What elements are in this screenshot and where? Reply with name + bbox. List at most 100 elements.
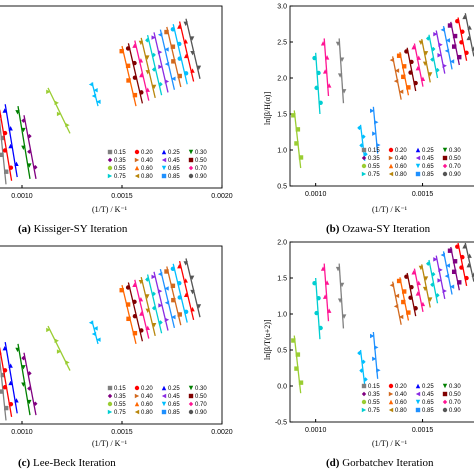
- panel-c-legend-label-0.30: 0.30: [195, 386, 207, 392]
- panel-d-series-0.15-point: [339, 282, 345, 288]
- panel-a-series-0.15-point: [0, 152, 4, 158]
- panel-d-legend-label-0.35: 0.35: [368, 392, 380, 398]
- panel-b-series-0.75-point: [316, 70, 321, 76]
- panel-a-series-0.35-fit: [23, 115, 37, 180]
- panel-b-legend-marker-0.30: [442, 147, 448, 153]
- panel-a-series-0.85-point: [164, 61, 170, 67]
- panel-a-series-0.65-point: [183, 71, 189, 76]
- panel-c-series-0.15-point: [0, 372, 6, 378]
- panel-b-series-0.70-point: [415, 66, 421, 71]
- panel-b-ytick-label: 2.5: [277, 40, 287, 47]
- panel-b-series-0.40-point: [389, 57, 395, 63]
- panel-d-series-0.55-point: [298, 380, 304, 385]
- panel-a-series-0.80-point: [138, 40, 144, 46]
- panel-c-series-0.30-fit: [17, 343, 31, 416]
- panel-b-series-0.85-point: [374, 120, 379, 125]
- panel-b-series-0.75-point: [435, 67, 440, 73]
- panel-a-legend-marker-0.65: [161, 165, 167, 171]
- panel-c-legend-marker-0.70: [188, 401, 194, 407]
- panel-b-legend-marker-0.20: [388, 147, 394, 153]
- panel-c-legend-label-0.40: 0.40: [141, 394, 153, 400]
- panel-d-series-0.65-point: [357, 350, 362, 356]
- panel-c-series-0.50-point: [139, 328, 144, 333]
- panel-b-series-0.90-point: [467, 25, 472, 30]
- panel-c-legend-label-0.45: 0.45: [168, 394, 180, 400]
- panel-c-series-0.90-point: [196, 304, 202, 309]
- panel-d-legend-marker-0.50: [442, 391, 448, 397]
- panel-c-legend-marker-0.35: [107, 393, 113, 399]
- panel-a-legend-marker-0.60: [134, 165, 140, 171]
- panel-b-legend-marker-0.65: [415, 163, 421, 169]
- panel-d-series-0.65-point: [359, 368, 364, 373]
- panel-a-xtick-label: 0.0020: [211, 193, 233, 200]
- panel-a-legend-marker-0.40: [134, 157, 140, 163]
- panel-c-xtick-label: 0.0010: [11, 429, 33, 436]
- panel-b-legend-marker-0.85: [415, 171, 421, 177]
- panel-b-series-0.15-point: [337, 73, 343, 78]
- panel-b-legend-label-0.75: 0.75: [368, 172, 380, 178]
- panel-d-series-0.80-fit: [421, 264, 431, 308]
- panel-c-series-0.20-point: [8, 401, 14, 407]
- panel-d-legend-label-0.15: 0.15: [368, 384, 380, 390]
- panel-a-xtick-label: 0.0015: [111, 193, 133, 200]
- panel-b-ytick-label: 1.0: [277, 148, 287, 155]
- panel-a-series-0.50-point: [139, 90, 144, 95]
- panel-b-series-0.70-point: [420, 76, 426, 81]
- panel-b-series-0.50-point: [409, 59, 414, 65]
- panel-b-series-0.60-point: [396, 53, 402, 58]
- panel-b-series-0.80-fit: [421, 38, 431, 83]
- panel-d-legend-marker-0.40: [388, 391, 394, 397]
- panel-d-series-0.50-point: [413, 306, 418, 311]
- panel-c-series-0.55-point: [46, 327, 51, 333]
- panel-a-series-0.60-point: [125, 63, 131, 69]
- panel-a-series-0.25-point: [14, 161, 19, 166]
- panel-a-series-0.85-point: [164, 47, 169, 52]
- panel-c-legend-label-0.75: 0.75: [114, 410, 126, 416]
- panel-d-series-0.70-point: [415, 291, 421, 296]
- panel-b-series-0.55-point: [298, 155, 304, 160]
- panel-d-legend-marker-0.55: [361, 399, 367, 405]
- panel-c-series-0.70-point: [145, 325, 150, 331]
- panel-c-series-0.85-point: [157, 271, 163, 277]
- panel-d-series-0.75-point: [314, 310, 319, 316]
- panel-b-series-0.85-point: [370, 108, 375, 113]
- panel-c-series-0.30-point: [21, 365, 26, 370]
- panel-b-series-0.75-point: [312, 55, 317, 61]
- panel-c-legend-marker-0.25: [161, 385, 167, 391]
- panel-c-series-0.35-point: [27, 386, 32, 391]
- panel-d-ytick-label: 1.0: [277, 312, 287, 319]
- panel-a-series-0.60-point: [132, 92, 138, 98]
- panel-a-legend-marker-0.45: [161, 157, 167, 163]
- panel-d-series-0.60-point: [402, 289, 407, 294]
- panel-c-legend-label-0.50: 0.50: [195, 394, 207, 400]
- panel-a-legend-marker-0.70: [188, 165, 194, 171]
- panel-b-xtick-label: 0.0010: [305, 191, 327, 198]
- panel-a-legend-label-0.15: 0.15: [114, 150, 126, 156]
- panel-a-series-0.70-point: [145, 87, 150, 92]
- panel-b-series-0.80-point: [423, 51, 429, 56]
- panel-d-series-0.65-point: [363, 377, 368, 382]
- panel-a-series-0.90-fit: [185, 18, 201, 79]
- panel-a-series-0.80-fit: [140, 37, 156, 99]
- panel-c-series-0.75-point: [151, 291, 156, 297]
- panel-b-series-0.60-point: [402, 64, 407, 69]
- panel-b-series-0.15-point: [335, 41, 341, 47]
- panel-a-series-0.20-point: [0, 113, 2, 118]
- panel-c-series-0.30-point: [21, 382, 26, 387]
- panel-a-series-0.65-point: [96, 99, 101, 104]
- panel-d-series-0.15-point: [335, 266, 341, 272]
- panel-a-series-0.40-point: [164, 29, 169, 35]
- panel-a-series-0.45-point: [157, 49, 163, 55]
- panel-d-legend-marker-0.15: [361, 383, 367, 389]
- panel-d-legend-label-0.90: 0.90: [449, 408, 461, 414]
- panel-c-series-0.30-point: [27, 399, 32, 405]
- panel-d-series-0.90-point: [467, 253, 472, 258]
- panel-c-xtick-label: 0.0015: [111, 429, 133, 436]
- panel-b-series-0.65-point: [359, 143, 364, 148]
- panel-b-legend-label-0.55: 0.55: [368, 164, 380, 170]
- panel-b-series-0.70-point: [327, 83, 332, 88]
- panel-a-series-0.75-point: [151, 52, 156, 58]
- panel-d-legend-marker-0.85: [415, 407, 421, 413]
- panel-d-series-0.85-point: [376, 368, 381, 373]
- panel-c-series-0.65-point: [183, 309, 189, 314]
